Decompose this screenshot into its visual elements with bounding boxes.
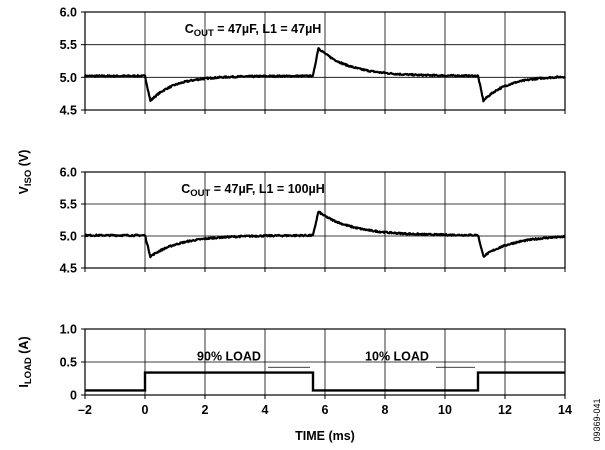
- y-axis-label-iload: ILOAD (A): [17, 336, 34, 387]
- annotation-label: COUT = 47µF, L1 = 100µH: [181, 182, 325, 199]
- x-tick-label: 12: [498, 403, 512, 417]
- y-tick-label: 5.5: [60, 198, 77, 212]
- y-tick-label: 6.0: [60, 6, 77, 20]
- y-tick-label: 4.5: [60, 262, 77, 276]
- figure-code: 09369-041: [592, 398, 602, 441]
- y-tick-label: 1.0: [60, 323, 77, 337]
- x-tick-label: 14: [558, 403, 572, 417]
- y-tick-label: 5.0: [60, 71, 77, 85]
- x-tick-label: 0: [142, 403, 149, 417]
- panel-p3: 1.0 0.5 0 90% LOAD 10% LOAD: [60, 323, 566, 403]
- series-line-iload: [85, 371, 565, 392]
- panel-p1: 6.0 5.5 5.0 4.5 COUT = 47µF, L1 = 47µH: [60, 6, 566, 118]
- x-tick-label: 6: [322, 403, 329, 417]
- x-axis-title: TIME (ms): [295, 429, 355, 443]
- x-tick-label: 10: [438, 403, 452, 417]
- label-90-load: 90% LOAD: [197, 350, 261, 364]
- label-10-load: 10% LOAD: [365, 350, 429, 364]
- panel-p2: 6.0 5.5 5.0 4.5 COUT = 47µF, L1 = 100µH: [60, 166, 566, 276]
- series-line-viso: [83, 47, 566, 103]
- y-tick-label: 0: [70, 389, 77, 403]
- annotation-label: COUT = 47µF, L1 = 47µH: [185, 22, 322, 39]
- x-tick-label: 8: [382, 403, 389, 417]
- x-tick-label: –2: [78, 403, 92, 417]
- x-tick-label: 2: [202, 403, 209, 417]
- series-line-viso: [84, 210, 566, 259]
- y-tick-label: 5.5: [60, 38, 77, 52]
- y-tick-label: 0.5: [60, 356, 77, 370]
- y-axis-label-viso: VISO (V): [17, 150, 34, 195]
- x-tick-label: 4: [262, 403, 269, 417]
- y-tick-label: 5.0: [60, 230, 77, 244]
- y-tick-label: 6.0: [60, 166, 77, 180]
- y-tick-label: 4.5: [60, 104, 77, 118]
